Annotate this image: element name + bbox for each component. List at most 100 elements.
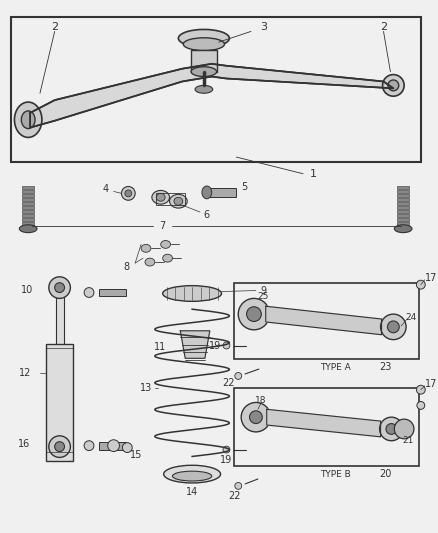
Text: 18: 18 — [255, 396, 267, 405]
Ellipse shape — [161, 240, 170, 248]
Text: 4: 4 — [102, 184, 109, 195]
Text: 21: 21 — [403, 436, 414, 445]
Bar — [22, 214, 34, 217]
Text: 22: 22 — [222, 378, 235, 388]
Bar — [22, 218, 34, 221]
Ellipse shape — [238, 298, 270, 330]
Ellipse shape — [223, 342, 230, 349]
Ellipse shape — [235, 373, 242, 379]
Text: 11: 11 — [154, 342, 166, 351]
Ellipse shape — [55, 442, 64, 451]
Polygon shape — [30, 64, 393, 127]
Bar — [22, 190, 34, 193]
Bar — [191, 50, 217, 71]
Bar — [22, 198, 34, 201]
Bar — [234, 282, 419, 359]
Bar — [22, 187, 34, 189]
Ellipse shape — [382, 75, 404, 96]
Ellipse shape — [121, 187, 135, 200]
Text: 23: 23 — [379, 362, 392, 372]
Ellipse shape — [141, 245, 151, 252]
Bar — [22, 195, 34, 197]
Bar — [397, 222, 409, 225]
Text: 13: 13 — [140, 383, 152, 393]
Ellipse shape — [247, 307, 261, 321]
Bar — [397, 214, 409, 217]
Ellipse shape — [394, 225, 412, 232]
Ellipse shape — [195, 85, 213, 93]
Ellipse shape — [417, 280, 425, 289]
Polygon shape — [266, 306, 381, 335]
Bar — [234, 387, 419, 466]
Text: 19: 19 — [220, 455, 233, 465]
Bar — [397, 202, 409, 205]
Ellipse shape — [14, 102, 42, 138]
Bar — [22, 226, 34, 229]
Bar — [397, 190, 409, 193]
Text: 2: 2 — [380, 22, 387, 33]
Ellipse shape — [55, 282, 64, 293]
Ellipse shape — [380, 417, 403, 441]
Bar — [397, 198, 409, 201]
Text: 2: 2 — [51, 22, 58, 33]
Text: 15: 15 — [130, 450, 142, 461]
Ellipse shape — [145, 258, 155, 266]
Ellipse shape — [235, 482, 242, 489]
Bar — [397, 218, 409, 221]
Text: 12: 12 — [19, 368, 32, 378]
Bar — [22, 222, 34, 225]
Text: 9: 9 — [261, 286, 267, 296]
Bar — [22, 206, 34, 209]
Polygon shape — [267, 409, 381, 437]
Ellipse shape — [394, 419, 414, 439]
Ellipse shape — [170, 195, 187, 208]
Text: 22: 22 — [228, 491, 240, 500]
Text: 7: 7 — [159, 221, 166, 231]
Ellipse shape — [162, 286, 222, 301]
Text: 25: 25 — [257, 292, 268, 301]
Ellipse shape — [386, 424, 397, 434]
Text: 16: 16 — [18, 439, 30, 449]
Ellipse shape — [19, 225, 37, 232]
Ellipse shape — [241, 402, 271, 432]
Bar — [22, 210, 34, 213]
Text: 20: 20 — [379, 469, 392, 479]
Ellipse shape — [49, 436, 71, 457]
Bar — [99, 442, 126, 449]
Bar — [397, 206, 409, 209]
Bar — [56, 289, 64, 349]
Text: 3: 3 — [260, 22, 267, 33]
Bar — [207, 189, 236, 197]
Bar — [397, 226, 409, 229]
Text: 1: 1 — [309, 169, 316, 179]
Text: 8: 8 — [123, 262, 129, 272]
Ellipse shape — [174, 197, 183, 205]
Ellipse shape — [388, 80, 399, 91]
Ellipse shape — [388, 321, 399, 333]
Text: 5: 5 — [241, 182, 247, 192]
Ellipse shape — [164, 465, 221, 483]
Ellipse shape — [21, 111, 35, 128]
Bar — [397, 187, 409, 189]
Ellipse shape — [417, 385, 425, 394]
Text: 19: 19 — [208, 341, 221, 351]
Text: 17: 17 — [425, 273, 437, 283]
Ellipse shape — [156, 193, 165, 201]
Bar — [156, 193, 185, 205]
Ellipse shape — [84, 288, 94, 297]
Bar — [397, 195, 409, 197]
Ellipse shape — [173, 471, 212, 481]
Text: 10: 10 — [21, 285, 33, 295]
Ellipse shape — [125, 190, 132, 197]
Bar — [99, 288, 126, 296]
Ellipse shape — [122, 443, 132, 453]
Polygon shape — [180, 331, 210, 358]
Text: TYPE B: TYPE B — [321, 470, 351, 479]
Ellipse shape — [178, 29, 230, 47]
Ellipse shape — [223, 446, 230, 453]
Ellipse shape — [202, 186, 212, 199]
Ellipse shape — [49, 277, 71, 298]
Text: 17: 17 — [425, 379, 437, 389]
Text: 6: 6 — [204, 210, 210, 220]
Ellipse shape — [162, 254, 173, 262]
